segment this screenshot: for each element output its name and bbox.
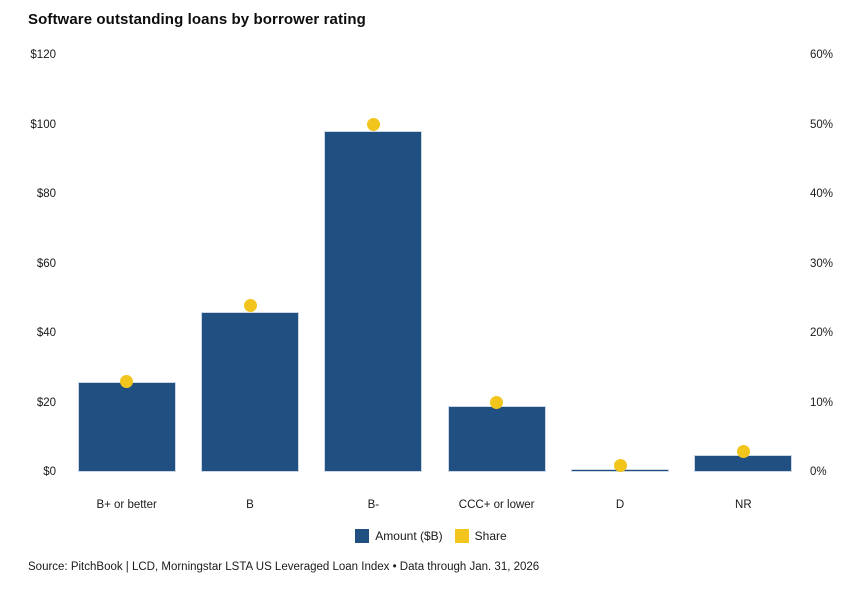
left-axis-tick: $60 <box>36 257 56 270</box>
legend-swatch-icon <box>355 529 370 543</box>
x-axis-category-label: B <box>246 499 254 511</box>
legend-label: Share <box>474 529 507 543</box>
right-axis-tick: 20% <box>810 327 834 339</box>
left-axis-tick: $80 <box>36 188 56 200</box>
source-attribution: Source: PitchBook | LCD, Morningstar LST… <box>28 561 540 573</box>
right-axis-tick: 0% <box>810 466 827 478</box>
share-dot-D <box>613 458 627 472</box>
legend-swatch-icon <box>454 529 469 543</box>
share-dot-B- <box>366 118 380 131</box>
bar-B- <box>324 131 423 472</box>
x-axis-category-label: B- <box>367 499 380 511</box>
right-axis-tick: 10% <box>810 396 834 409</box>
right-axis-tick: 50% <box>810 118 834 131</box>
chart-legend: Amount ($B) Share <box>0 529 862 543</box>
bar-B <box>201 312 299 472</box>
plot-area <box>65 55 805 472</box>
left-axis-tick: $120 <box>30 49 56 61</box>
left-axis-tick: $20 <box>36 396 56 409</box>
x-axis-category-label: B+ or better <box>96 499 157 511</box>
x-axis-category-label: NR <box>735 499 752 511</box>
left-axis-tick: $0 <box>43 466 56 478</box>
chart-title: Software outstanding loans by borrower r… <box>28 11 366 28</box>
legend-label: Amount ($B) <box>375 529 443 543</box>
bar-B+ or better <box>77 381 176 472</box>
left-axis-tick: $40 <box>36 327 56 339</box>
share-dot-B <box>243 298 257 312</box>
legend-item: Share <box>454 529 507 543</box>
x-axis-category-label: CCC+ or lower <box>458 499 535 511</box>
right-axis-tick: 30% <box>810 257 834 270</box>
bar-CCC+ or lower <box>447 405 546 472</box>
x-axis-category-label: D <box>615 499 625 511</box>
right-axis-tick: 40% <box>810 188 834 200</box>
share-dot-NR <box>736 444 750 458</box>
right-axis-tick: 60% <box>810 49 834 61</box>
legend-item: Amount ($B) <box>355 529 443 543</box>
share-dot-CCC+ or lower <box>490 396 504 409</box>
share-dot-B+ or better <box>120 375 134 389</box>
left-axis-tick: $100 <box>30 118 56 131</box>
